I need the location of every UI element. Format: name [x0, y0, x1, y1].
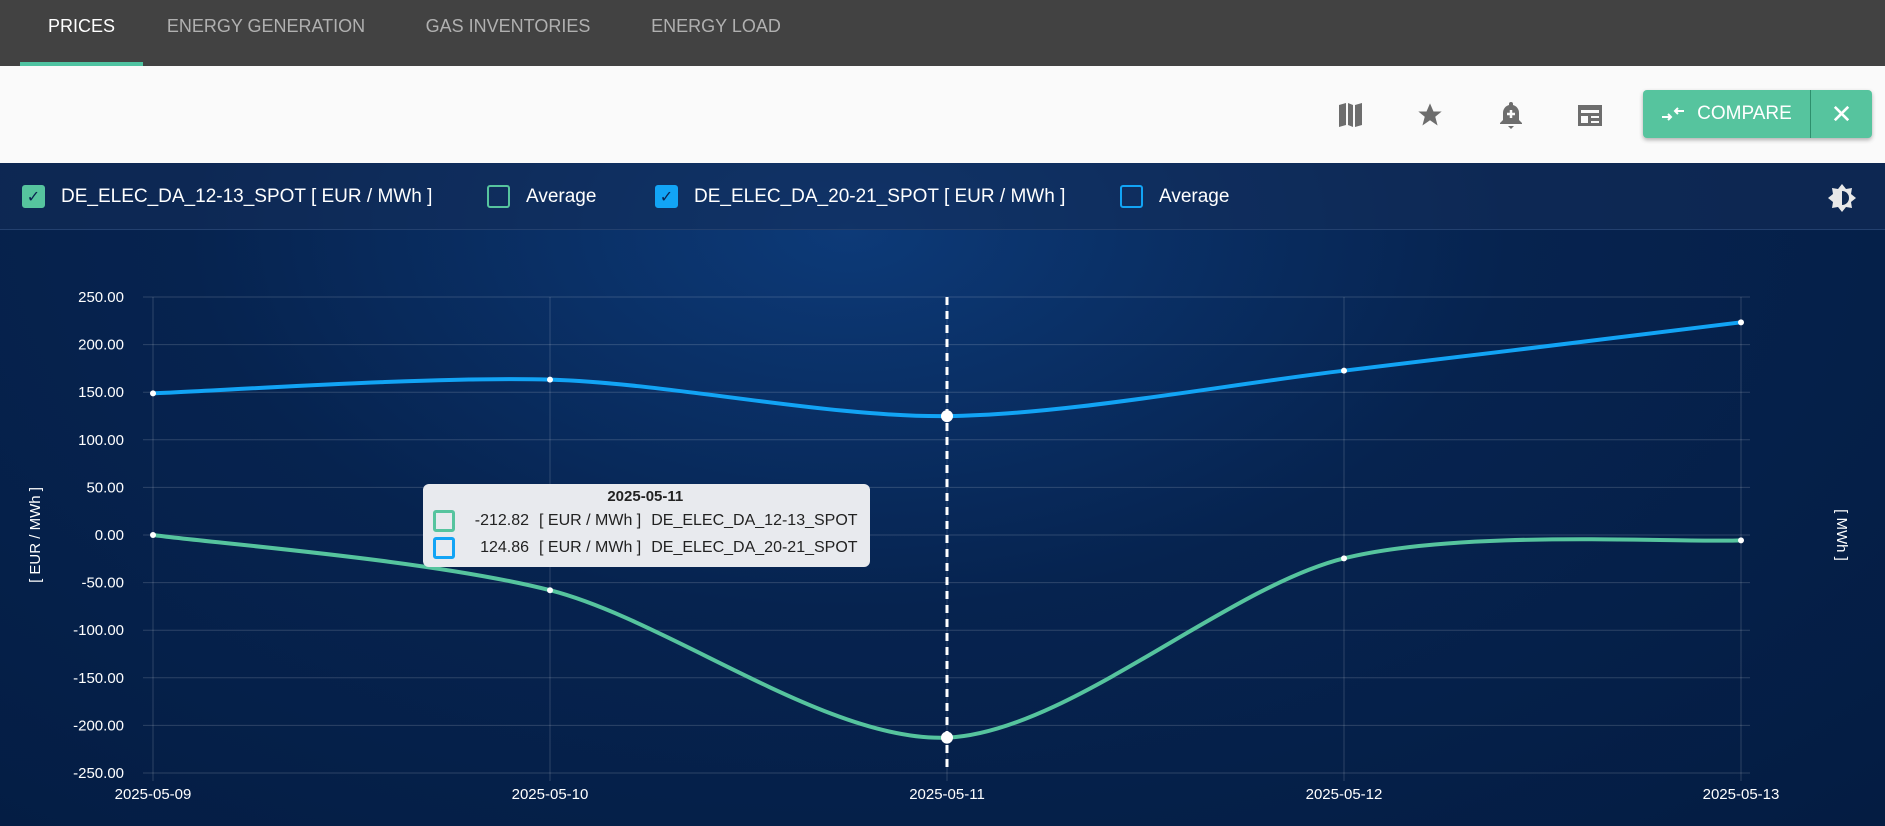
legend-item-series-1[interactable]: ✓ DE_ELEC_DA_12-13_SPOT [ EUR / MWh ] [22, 185, 432, 208]
tooltip-series: DE_ELEC_DA_20-21_SPOT [651, 538, 858, 556]
compare-button[interactable]: COMPARE [1643, 90, 1811, 138]
star-icon[interactable] [1412, 97, 1448, 133]
tab-gas-inventories[interactable]: GAS INVENTORIES [425, 16, 591, 36]
chart-panel: ✓ DE_ELEC_DA_12-13_SPOT [ EUR / MWh ] Av… [0, 163, 1885, 826]
line-chart: 250.00 200.00 150.00 100.00 50.00 0.00 -50.00 -… [27, 289, 1850, 803]
legend-label: Average [1159, 185, 1230, 207]
tooltip-unit: [ EUR / MWh ] [539, 511, 642, 529]
data-point [1738, 537, 1744, 544]
series-swatch [433, 509, 455, 532]
contrast-toggle-icon[interactable] [1827, 183, 1857, 218]
compare-label: COMPARE [1697, 103, 1792, 124]
x-tick-label: 2025-05-11 [909, 786, 985, 803]
tooltip-value: 124.86 [480, 538, 529, 556]
tooltip-row: 124.86 [ EUR / MWh ] DE_ELEC_DA_20-21_SPOT [433, 534, 858, 561]
series-swatch [433, 536, 455, 559]
y-tick-label: 0.00 [95, 527, 124, 544]
y-tick-label: -150.00 [73, 670, 124, 687]
tab-prices[interactable]: PRICES [20, 0, 143, 66]
tooltip-row: -212.82 [ EUR / MWh ] DE_ELEC_DA_12-13_SPO… [433, 507, 858, 534]
data-point [150, 532, 156, 538]
data-point [1341, 367, 1347, 374]
data-point [941, 410, 953, 423]
y-tick-label: 150.00 [78, 384, 124, 401]
y-tick-label: -250.00 [73, 765, 124, 782]
x-tick-label: 2025-05-10 [512, 786, 589, 803]
legend-label: DE_ELEC_DA_12-13_SPOT [ EUR / MWh ] [61, 185, 433, 207]
tooltip-value: -212.82 [474, 511, 529, 529]
chart-legend: ✓ DE_ELEC_DA_12-13_SPOT [ EUR / MWh ] Av… [0, 163, 1885, 230]
y-tick-label: 100.00 [78, 432, 124, 449]
tab-bar: PRICES ENERGY GENERATION GAS INVENTORIES… [0, 0, 1885, 66]
data-point [1738, 319, 1744, 326]
tooltip-unit: [ EUR / MWh ] [539, 538, 642, 556]
close-compare-button[interactable]: ✕ [1830, 98, 1853, 129]
map-icon[interactable] [1332, 97, 1368, 133]
legend-item-average-1[interactable]: Average [487, 185, 596, 208]
compare-button-group: COMPARE ✕ [1643, 90, 1872, 138]
legend-item-series-2[interactable]: ✓ DE_ELEC_DA_20-21_SPOT [ EUR / MWh ] [655, 185, 1065, 208]
y2-axis-label: [ MWh ] [1833, 509, 1850, 561]
tab-energy-load[interactable]: ENERGY LOAD [651, 16, 781, 36]
tab-energy-generation[interactable]: ENERGY GENERATION [166, 16, 366, 36]
data-point [547, 587, 553, 594]
legend-label: DE_ELEC_DA_20-21_SPOT [ EUR / MWh ] [694, 185, 1066, 207]
x-tick-label: 2025-05-09 [115, 786, 192, 803]
data-point [941, 731, 953, 744]
legend-item-average-2[interactable]: Average [1120, 185, 1229, 208]
data-point [150, 390, 156, 397]
y-tick-label: -200.00 [73, 717, 124, 734]
y-tick-label: 250.00 [78, 289, 124, 306]
x-tick-label: 2025-05-12 [1306, 786, 1383, 803]
x-tick-label: 2025-05-13 [1703, 786, 1780, 803]
compare-arrows-icon [1662, 107, 1685, 121]
chart-tooltip: 2025-05-11 -212.82 [ EUR / MWh ] DE_ELEC_D… [423, 484, 870, 567]
checkbox-unchecked[interactable] [487, 185, 510, 208]
y-tick-label: 50.00 [86, 479, 124, 496]
y-tick-label: -50.00 [81, 575, 124, 592]
checkbox-checked[interactable]: ✓ [22, 185, 45, 208]
data-point [1341, 555, 1347, 562]
tooltip-series: DE_ELEC_DA_12-13_SPOT [651, 511, 858, 529]
checkbox-unchecked[interactable] [1120, 185, 1143, 208]
bell-plus-icon[interactable] [1493, 97, 1529, 133]
y-axis-label: [ EUR / MWh ] [27, 487, 44, 583]
legend-label: Average [526, 185, 597, 207]
checkbox-checked[interactable]: ✓ [655, 185, 678, 208]
toolbar: COMPARE ✕ [0, 66, 1885, 163]
data-point [547, 376, 553, 383]
y-tick-label: 200.00 [78, 337, 124, 354]
calendar-layout-icon[interactable] [1572, 97, 1608, 133]
y-tick-label: -100.00 [73, 622, 124, 639]
tooltip-title: 2025-05-11 [607, 488, 684, 505]
